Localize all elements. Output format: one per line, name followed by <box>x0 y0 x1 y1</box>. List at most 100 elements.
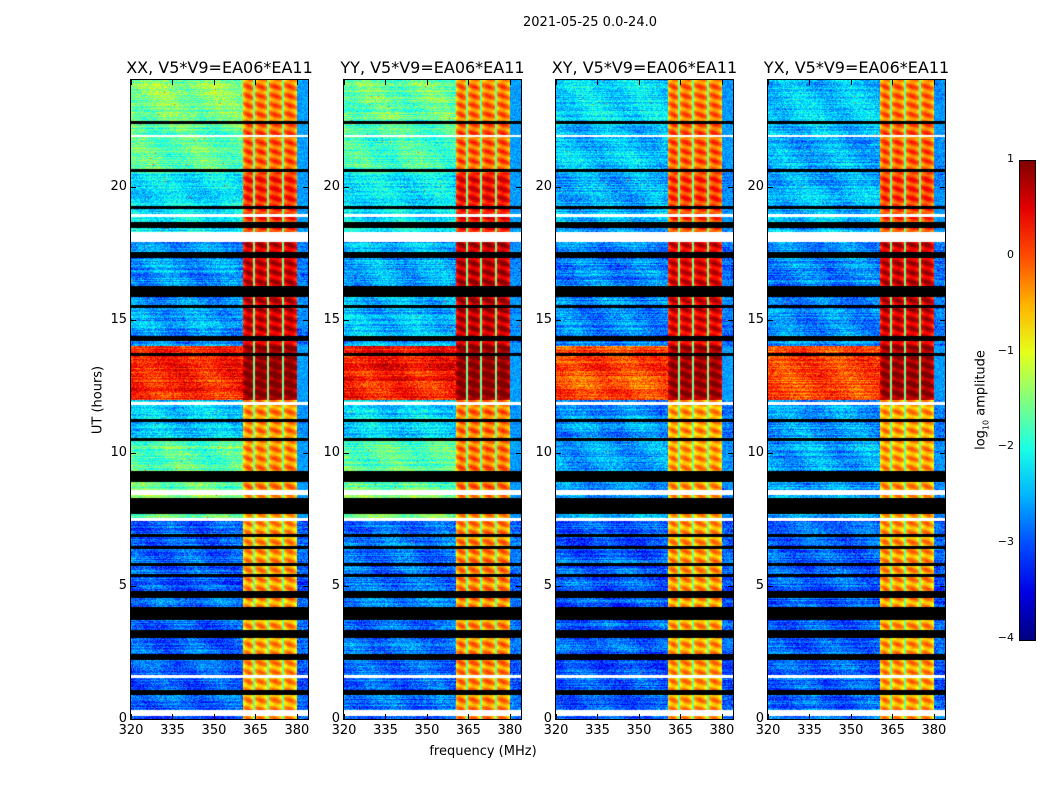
y-tick-mark <box>344 719 349 720</box>
heatmap-image <box>131 80 308 719</box>
y-tick-mark <box>516 186 521 188</box>
y-tick-label: 5 <box>543 577 552 593</box>
y-tick-mark <box>940 452 945 454</box>
x-tick-mark <box>509 80 511 85</box>
y-tick-mark <box>131 585 136 587</box>
x-tick-mark <box>296 80 298 85</box>
x-tick-mark <box>809 714 811 719</box>
heatmap-panel <box>767 79 946 720</box>
heatmap-panel <box>555 79 734 720</box>
panel-title: XY, V5*V9=EA06*EA11 <box>551 58 738 77</box>
y-tick-label: 20 <box>747 178 764 194</box>
x-tick-mark <box>933 714 935 719</box>
x-tick-mark <box>556 714 557 719</box>
y-tick-mark <box>344 585 349 587</box>
heatmap-panel <box>130 79 309 720</box>
y-tick-mark <box>556 186 561 188</box>
y-tick-mark <box>728 585 733 587</box>
x-tick-label: 350 <box>626 723 652 738</box>
y-tick-mark <box>516 719 521 720</box>
y-tick-mark <box>131 319 136 321</box>
x-axis-label: frequency (MHz) <box>429 744 537 759</box>
x-tick-label: 350 <box>838 723 864 738</box>
colorbar-tick-label: −2 <box>997 439 1014 453</box>
y-tick-mark <box>303 719 308 720</box>
y-tick-mark <box>556 319 561 321</box>
x-tick-mark <box>638 80 640 85</box>
x-tick-mark <box>680 80 682 85</box>
x-tick-mark <box>255 714 257 719</box>
heatmap-image <box>344 80 521 719</box>
y-tick-mark <box>303 186 308 188</box>
x-tick-mark <box>892 80 894 85</box>
y-tick-mark <box>728 186 733 188</box>
x-tick-label: 365 <box>243 723 268 738</box>
colorbar-tick-label: 1 <box>1007 152 1014 165</box>
y-tick-label: 0 <box>118 711 127 726</box>
x-tick-mark <box>721 80 723 85</box>
x-tick-mark <box>344 80 345 85</box>
y-tick-mark <box>344 319 349 321</box>
x-tick-mark <box>850 80 852 85</box>
y-tick-mark <box>303 452 308 454</box>
y-tick-label: 15 <box>110 311 127 327</box>
y-tick-mark <box>556 452 561 454</box>
y-tick-mark <box>303 585 308 587</box>
x-tick-label: 320 <box>543 723 569 738</box>
colorbar-tick-label: −1 <box>997 343 1014 357</box>
panel-title: YY, V5*V9=EA06*EA11 <box>340 58 525 77</box>
x-tick-label: 350 <box>201 723 227 738</box>
y-tick-label: 20 <box>110 178 127 194</box>
x-tick-mark <box>509 714 511 719</box>
x-tick-mark <box>638 714 640 719</box>
y-tick-mark <box>131 452 136 454</box>
y-tick-label: 0 <box>543 711 552 726</box>
y-tick-mark <box>344 452 349 454</box>
x-tick-mark <box>213 714 215 719</box>
y-tick-mark <box>728 719 733 720</box>
panel-title: YX, V5*V9=EA06*EA11 <box>763 58 950 77</box>
x-tick-label: 335 <box>160 723 185 738</box>
y-tick-mark <box>131 186 136 188</box>
x-tick-mark <box>426 80 428 85</box>
x-tick-mark <box>850 714 852 719</box>
y-tick-mark <box>768 186 773 188</box>
y-tick-mark <box>516 452 521 454</box>
x-tick-mark <box>131 80 132 85</box>
x-tick-label: 335 <box>797 723 822 738</box>
x-tick-label: 350 <box>414 723 440 738</box>
x-tick-label: 380 <box>921 723 947 738</box>
y-tick-mark <box>556 719 561 720</box>
x-tick-label: 320 <box>118 723 144 738</box>
y-tick-label: 0 <box>331 711 340 726</box>
x-tick-mark <box>426 714 428 719</box>
y-tick-mark <box>728 452 733 454</box>
x-tick-label: 335 <box>373 723 398 738</box>
x-tick-label: 335 <box>585 723 610 738</box>
x-tick-mark <box>721 714 723 719</box>
x-tick-label: 365 <box>668 723 693 738</box>
colorbar-tick-label: −3 <box>997 535 1014 549</box>
heatmap-panel <box>343 79 522 720</box>
y-tick-mark <box>131 719 136 720</box>
colorbar <box>1019 160 1036 641</box>
y-tick-mark <box>940 585 945 587</box>
y-axis-label: UT (hours) <box>90 365 106 435</box>
y-tick-mark <box>516 585 521 587</box>
panel-title: XX, V5*V9=EA06*EA11 <box>126 58 313 77</box>
y-tick-mark <box>768 452 773 454</box>
x-tick-mark <box>385 714 387 719</box>
colorbar-label-log: log <box>973 430 989 450</box>
x-tick-mark <box>296 714 298 719</box>
y-tick-label: 10 <box>110 444 127 460</box>
x-tick-label: 380 <box>284 723 310 738</box>
y-tick-label: 15 <box>323 311 340 327</box>
x-tick-mark <box>255 80 257 85</box>
x-tick-mark <box>344 714 345 719</box>
x-tick-mark <box>468 80 470 85</box>
x-tick-label: 320 <box>331 723 357 738</box>
x-tick-mark <box>809 80 811 85</box>
x-tick-mark <box>597 80 599 85</box>
y-tick-label: 10 <box>747 444 764 460</box>
x-tick-mark <box>597 714 599 719</box>
